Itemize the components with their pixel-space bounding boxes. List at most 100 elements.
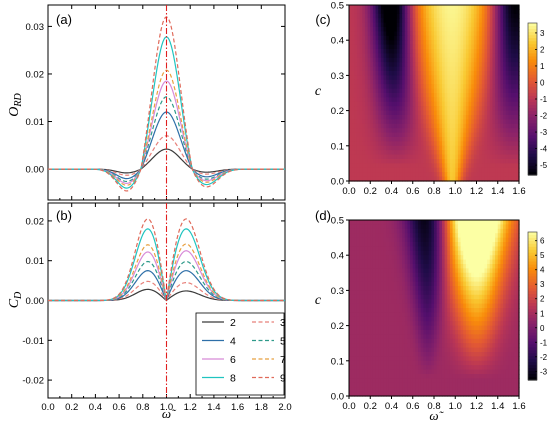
heatmap-cell <box>465 44 470 50</box>
heatmap-cell <box>364 101 369 107</box>
heatmap-cell <box>402 84 406 90</box>
heatmap-cell <box>505 145 509 151</box>
heatmap-cell <box>487 132 491 138</box>
colorbar-tick-label: -1 <box>540 95 548 104</box>
heatmap-cell <box>439 44 443 50</box>
y-tick-label: 0.4 <box>331 36 344 47</box>
heatmap-cell <box>511 220 515 225</box>
heatmap-cell <box>492 220 496 225</box>
heatmap-cell <box>436 338 440 344</box>
heatmap-cell <box>410 176 414 182</box>
heatmap-cell <box>418 53 422 59</box>
heatmap-cell <box>487 110 491 116</box>
heatmap-cell <box>489 128 494 134</box>
heatmap-cell <box>362 53 366 59</box>
heatmap-cell <box>513 321 517 327</box>
colorbar-cell <box>528 162 537 167</box>
heatmap-cell <box>415 75 419 81</box>
heatmap-cell <box>354 93 358 98</box>
heatmap-cell <box>505 18 509 24</box>
colorbar-cell <box>528 105 537 109</box>
heatmap-cell <box>428 325 432 331</box>
heatmap-cell <box>473 141 478 147</box>
heatmap-cell <box>447 334 451 340</box>
heatmap-cell <box>439 176 443 182</box>
heatmap-cell <box>476 352 480 357</box>
heatmap-cell <box>492 255 496 261</box>
heatmap-cell <box>511 268 515 274</box>
heatmap-cell <box>386 119 390 125</box>
heatmap-cell <box>505 13 509 19</box>
heatmap-cell <box>362 40 366 46</box>
heatmap-cell <box>428 268 432 274</box>
heatmap-cell <box>349 9 353 15</box>
heatmap-cell <box>383 246 387 252</box>
heatmap-cell <box>465 255 470 261</box>
heatmap-cell <box>505 97 509 103</box>
heatmap-cell <box>447 106 451 112</box>
heatmap-cell <box>412 321 417 327</box>
heatmap-cell <box>380 141 385 147</box>
heatmap-cell <box>378 13 382 19</box>
colorbar-cell <box>528 95 537 100</box>
heatmap-cell <box>468 141 472 147</box>
heatmap-cell <box>370 334 374 340</box>
heatmap-cell <box>468 62 472 68</box>
heatmap-cell <box>497 137 502 142</box>
heatmap-cell <box>489 49 494 54</box>
heatmap-cell <box>378 352 382 357</box>
heatmap-cell <box>367 316 371 322</box>
heatmap-cell <box>511 264 515 269</box>
heatmap-cell <box>383 154 387 160</box>
heatmap-cell <box>410 299 414 305</box>
heatmap-cell <box>492 356 496 362</box>
heatmap-cell <box>447 290 451 296</box>
heatmap-cell <box>481 71 486 76</box>
heatmap-cell <box>495 97 499 103</box>
heatmap-cell <box>383 224 387 230</box>
heatmap-cell <box>465 330 470 335</box>
heatmap-cell <box>402 31 406 37</box>
heatmap-cell <box>468 154 472 160</box>
heatmap-cell <box>426 268 430 274</box>
heatmap-cell <box>441 75 446 81</box>
heatmap-cell <box>476 53 480 59</box>
heatmap-cell <box>436 281 440 287</box>
heatmap-cell <box>476 27 480 32</box>
colorbar-cell <box>528 89 537 94</box>
heatmap-cell <box>391 97 395 103</box>
heatmap-cell <box>388 360 393 366</box>
heatmap-cell <box>396 321 401 327</box>
heatmap-cell <box>383 268 387 274</box>
heatmap-cell <box>505 356 509 362</box>
heatmap-cell <box>460 321 464 327</box>
heatmap-cell <box>386 290 390 296</box>
heatmap-cell <box>380 176 385 182</box>
heatmap-cell <box>465 224 470 230</box>
heatmap-cell <box>367 75 371 81</box>
heatmap-cell <box>439 71 443 76</box>
heatmap-cell <box>362 308 366 313</box>
heatmap-cell <box>423 246 427 252</box>
heatmap-cell <box>487 49 491 54</box>
heatmap-cell <box>457 53 462 59</box>
heatmap-cell <box>394 237 398 243</box>
heatmap-cell <box>487 40 491 46</box>
heatmap-cell <box>500 167 504 173</box>
heatmap-cell <box>391 334 395 340</box>
heatmap-cell <box>415 352 419 357</box>
heatmap-cell <box>372 224 377 230</box>
heatmap-cell <box>399 150 403 156</box>
heatmap-cell <box>444 97 448 103</box>
heatmap-cell <box>487 255 491 261</box>
heatmap-cell <box>511 115 515 120</box>
heatmap-cell <box>455 259 459 265</box>
y-axis-label: c <box>315 84 322 99</box>
heatmap-cell <box>505 71 509 76</box>
heatmap-cell <box>495 308 499 313</box>
heatmap-cell <box>423 338 427 344</box>
heatmap-cell <box>484 242 488 247</box>
heatmap-cell <box>370 35 374 41</box>
heatmap-cell <box>460 31 464 37</box>
heatmap-cell <box>481 35 486 41</box>
